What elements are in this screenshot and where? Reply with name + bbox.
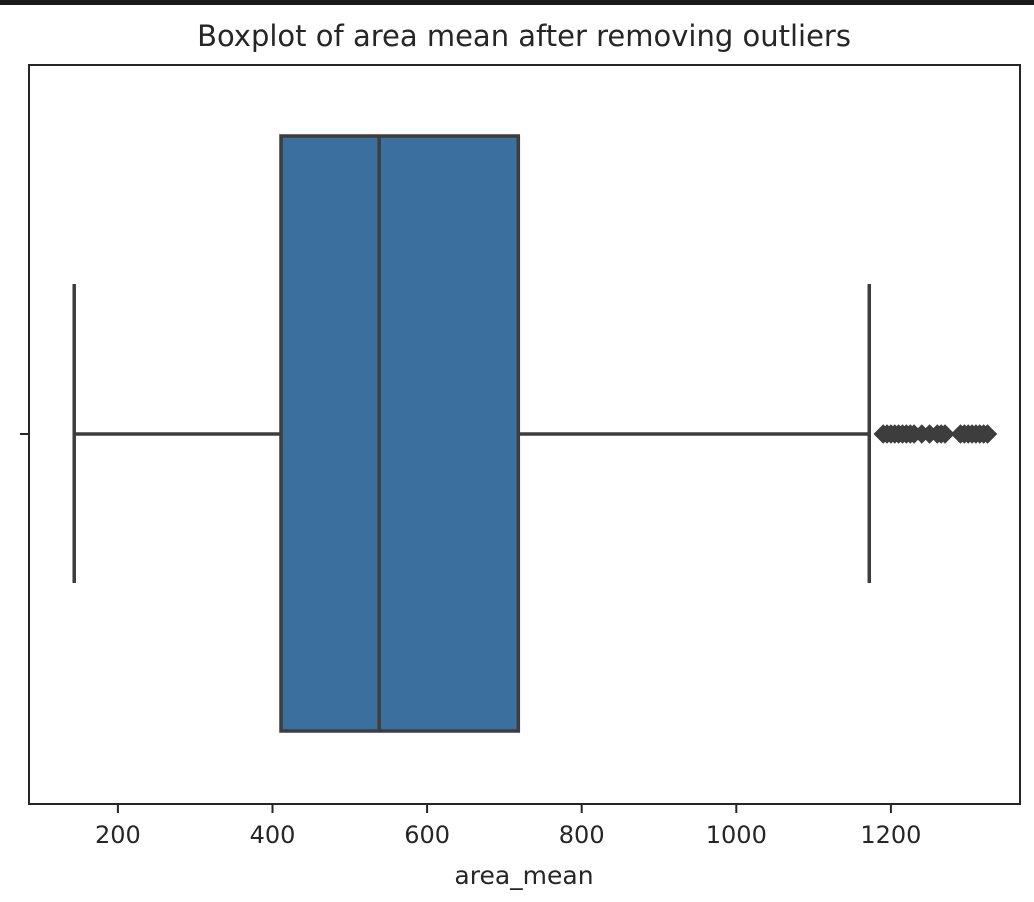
chart-title: Boxplot of area mean after removing outl…	[197, 19, 851, 53]
outlier-point	[977, 424, 998, 444]
x-tick-label: 800	[559, 821, 605, 849]
outlier-point	[935, 424, 955, 444]
interquartile-box	[279, 134, 521, 733]
x-tick-label: 400	[250, 821, 296, 849]
x-axis-ticks: 200 400 600 800 1000 1200	[95, 804, 921, 849]
x-axis-label: area_mean	[454, 861, 593, 890]
x-tick-label: 1000	[706, 821, 767, 849]
top-border-strip	[0, 0, 1034, 5]
x-tick-label: 600	[404, 821, 450, 849]
x-tick-label: 1200	[860, 821, 921, 849]
box-plot-marks	[72, 134, 998, 733]
x-tick-label: 200	[95, 821, 141, 849]
